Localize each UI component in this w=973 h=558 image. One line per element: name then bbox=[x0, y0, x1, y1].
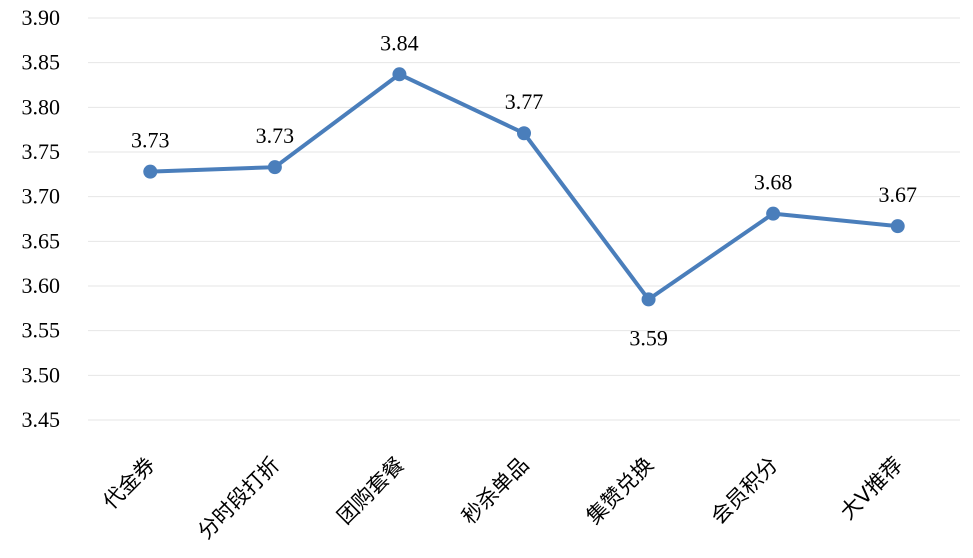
data-point bbox=[267, 160, 282, 175]
data-point bbox=[143, 164, 158, 179]
y-tick-label: 3.70 bbox=[22, 184, 61, 209]
y-tick-label: 3.80 bbox=[22, 94, 61, 119]
data-label: 3.59 bbox=[629, 325, 668, 350]
x-tick-label: 集赞兑换 bbox=[582, 453, 658, 529]
data-point bbox=[766, 206, 781, 221]
data-label: 3.68 bbox=[754, 170, 793, 195]
y-tick-label: 3.50 bbox=[22, 362, 61, 387]
y-axis-ticks: 3.45 3.50 3.55 3.60 3.65 3.70 3.75 3.80 3.85 3.90 bbox=[22, 5, 61, 432]
data-label: 3.67 bbox=[878, 182, 917, 207]
y-tick-label: 3.75 bbox=[22, 139, 61, 164]
x-tick-label: 团购套餐 bbox=[333, 453, 409, 529]
gridlines bbox=[88, 17, 960, 421]
data-point bbox=[392, 67, 407, 82]
x-axis-ticks: 代金券 分时段打折 团购套餐 秒杀单品 集赞兑换 会员积分 大V推荐 bbox=[98, 453, 907, 544]
data-labels: 3.73 3.73 3.84 3.77 3.59 3.68 3.67 bbox=[131, 30, 917, 350]
x-tick-label: 会员积分 bbox=[706, 453, 782, 529]
x-tick-label: 分时段打折 bbox=[193, 453, 284, 544]
x-tick-label: 大V推荐 bbox=[836, 453, 908, 525]
data-point bbox=[890, 219, 905, 234]
data-point bbox=[517, 126, 531, 141]
data-label: 3.73 bbox=[131, 128, 170, 153]
x-tick-label: 秒杀单品 bbox=[457, 453, 533, 529]
y-tick-label: 3.45 bbox=[22, 407, 61, 432]
data-point bbox=[641, 292, 656, 307]
y-tick-label: 3.90 bbox=[22, 5, 61, 30]
data-label: 3.84 bbox=[380, 30, 419, 55]
y-tick-label: 3.60 bbox=[22, 273, 61, 298]
y-tick-label: 3.85 bbox=[22, 50, 61, 75]
y-tick-label: 3.55 bbox=[22, 318, 61, 343]
data-label: 3.73 bbox=[256, 123, 295, 148]
y-tick-label: 3.65 bbox=[22, 228, 61, 253]
x-tick-label: 代金券 bbox=[98, 453, 160, 515]
series-layer bbox=[143, 67, 905, 307]
data-label: 3.77 bbox=[505, 89, 544, 114]
